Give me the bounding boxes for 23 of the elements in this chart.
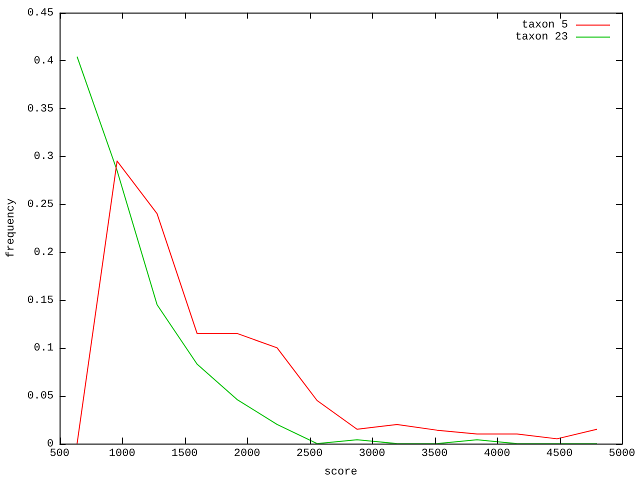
x-tick-label: 2000 — [234, 448, 260, 460]
x-tick-label: 2500 — [296, 448, 323, 460]
x-tick-label: 3500 — [421, 448, 448, 460]
y-tick-label: 0.3 — [34, 151, 54, 164]
x-tick-label: 1500 — [171, 448, 198, 460]
y-tick-label: 0.1 — [34, 342, 54, 355]
x-axis-title: score — [324, 466, 358, 478]
x-tick-label: 5000 — [608, 448, 636, 460]
x-tick-label: 3000 — [358, 448, 386, 460]
y-axis-title: frequency — [6, 198, 18, 258]
x-tick-label: 4000 — [484, 448, 510, 460]
y-tick-label: 0.25 — [27, 199, 54, 212]
legend-label: taxon 23 — [515, 32, 568, 44]
x-tick-label: 1000 — [108, 448, 136, 460]
y-tick-label: 0.4 — [34, 55, 54, 68]
y-tick-label: 0.45 — [27, 8, 54, 20]
legend-label: taxon 5 — [522, 20, 568, 32]
x-tick-label: 4500 — [546, 448, 573, 460]
y-tick-label: 0.15 — [27, 294, 54, 307]
y-tick-label: 0.05 — [27, 390, 54, 403]
x-tick-label: 500 — [50, 448, 70, 460]
y-tick-label: 0.2 — [34, 246, 54, 259]
y-tick-label: 0.35 — [27, 103, 54, 116]
